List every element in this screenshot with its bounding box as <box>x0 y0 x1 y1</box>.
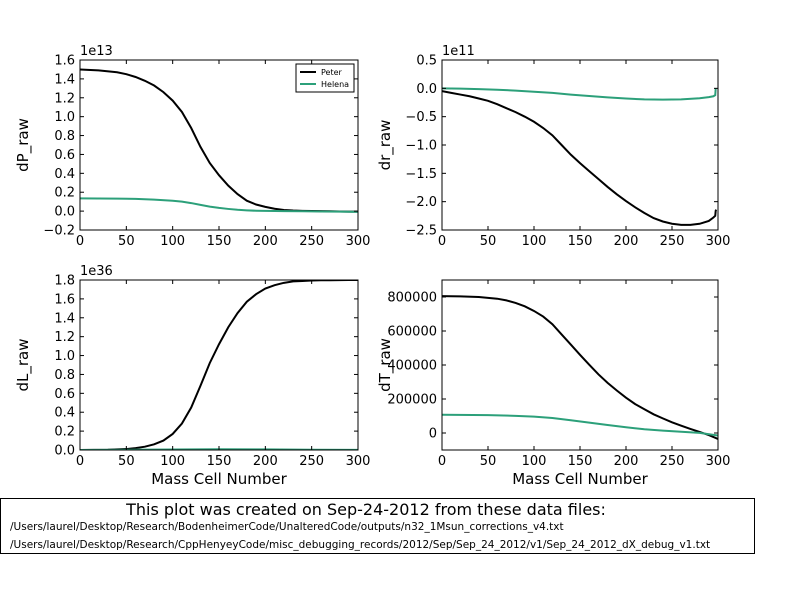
x-tick-label: 150 <box>207 234 232 249</box>
y-tick-label: 0.8 <box>54 368 75 383</box>
y-tick-label: 400000 <box>387 359 437 374</box>
legend-label-peter: Peter <box>321 68 343 77</box>
caption-title: This plot was created on Sep-24-2012 fro… <box>126 500 606 519</box>
x-tick-label: 300 <box>706 234 731 249</box>
x-tick-label: 50 <box>480 454 497 469</box>
legend-label-helena: Helena <box>321 80 349 89</box>
x-tick-label: 300 <box>346 234 371 249</box>
y-tick-label: 600000 <box>387 325 437 340</box>
y-tick-label: 1.6 <box>54 292 75 307</box>
y-tick-label: −1.0 <box>405 139 437 154</box>
y-tick-label: −2.5 <box>405 224 437 239</box>
y-tick-label: 1.6 <box>54 54 75 69</box>
axes-frame <box>441 59 719 231</box>
panel-dr-raw: 0 50 100 150 200 250 300 −2.5 −2.0 −1.5 −1.0 −0.5 0.… <box>376 44 730 249</box>
y-tick-label: −0.5 <box>405 110 437 125</box>
series-line-helena <box>442 87 717 101</box>
y-tick-label: 0.2 <box>54 186 75 201</box>
legend-frame <box>295 63 355 93</box>
x-tick-label: 300 <box>346 454 371 469</box>
x-tick-label: 250 <box>660 454 685 469</box>
x-tick-label: 200 <box>614 454 639 469</box>
x-tick-label: 150 <box>207 454 232 469</box>
x-tick-label: 0 <box>76 454 84 469</box>
series-line-helena <box>80 197 358 213</box>
series-line-peter <box>442 90 718 226</box>
panel-dt-raw: 0 50 100 150 200 250 300 0 200000 400000 600000 800… <box>376 279 731 488</box>
y-tick-label: 1.4 <box>54 72 75 87</box>
y-tick-label: 0.8 <box>54 129 75 144</box>
y-axis-label: dL_raw <box>14 338 33 391</box>
y-axis-label: dr_raw <box>376 120 395 171</box>
series-line-peter <box>80 280 358 450</box>
offset-text: 1e11 <box>442 44 475 59</box>
x-tick-label: 300 <box>706 454 731 469</box>
y-tick-label: 0.2 <box>54 425 75 440</box>
x-tick-label: 50 <box>480 234 497 249</box>
legend: Peter Helena <box>295 63 355 93</box>
y-tick-label: 0.5 <box>416 54 437 69</box>
panel-dp-raw: 0 50 100 150 200 250 300 −0.2 0.0 0.2 0.4 0.6 0.8 1.0… <box>14 44 370 249</box>
x-tick-label: 100 <box>522 454 547 469</box>
y-axis-label: dP_raw <box>14 118 33 172</box>
caption-file-2: /Users/laurel/Desktop/Research/CppHenyey… <box>10 539 711 551</box>
y-tick-label: 1.2 <box>54 91 75 106</box>
y-tick-label: −1.5 <box>405 167 437 182</box>
y-tick-label: 0 <box>429 427 437 442</box>
x-axis-label: Mass Cell Number <box>151 470 287 488</box>
x-tick-label: 0 <box>438 454 446 469</box>
x-tick-label: 250 <box>299 234 324 249</box>
x-tick-label: 150 <box>568 234 593 249</box>
y-tick-label: 1.8 <box>54 274 75 289</box>
x-tick-label: 150 <box>568 454 593 469</box>
x-tick-label: 200 <box>253 234 278 249</box>
panel-dl-raw: 0 50 100 150 200 250 300 0.0 0.2 0.4 0.6 0.8 1.0 1.2 1… <box>14 264 370 488</box>
y-axis-label: dT_raw <box>376 338 395 392</box>
offset-text: 1e36 <box>80 264 113 279</box>
y-tick-label: −0.2 <box>43 224 75 239</box>
x-tick-label: 250 <box>299 454 324 469</box>
caption-box: This plot was created on Sep-24-2012 fro… <box>0 498 755 554</box>
y-tick-label: 200000 <box>387 393 437 408</box>
y-tick-label: 1.2 <box>54 330 75 345</box>
y-tick-label: −2.0 <box>405 195 437 210</box>
x-tick-label: 0 <box>76 234 84 249</box>
y-tick-label: 800000 <box>387 291 437 306</box>
x-tick-label: 100 <box>160 234 185 249</box>
y-tick-label: 0.0 <box>54 205 75 220</box>
x-tick-label: 100 <box>160 454 185 469</box>
axes-frame <box>79 279 359 451</box>
y-tick-label: 0.4 <box>54 167 75 182</box>
x-tick-label: 0 <box>438 234 446 249</box>
y-tick-label: 0.0 <box>416 82 437 97</box>
y-tick-label: 1.4 <box>54 311 75 326</box>
y-tick-label: 1.0 <box>54 349 75 364</box>
series-line-peter <box>442 295 718 440</box>
x-tick-label: 50 <box>118 454 135 469</box>
y-tick-label: 0.0 <box>54 444 75 459</box>
x-tick-label: 200 <box>614 234 639 249</box>
x-tick-label: 250 <box>660 234 685 249</box>
series-line-helena <box>442 413 718 437</box>
offset-text: 1e13 <box>80 44 113 59</box>
y-tick-label: 0.4 <box>54 406 75 421</box>
caption-file-1: /Users/laurel/Desktop/Research/Bodenheim… <box>10 521 564 533</box>
x-axis-label: Mass Cell Number <box>512 470 648 488</box>
y-tick-label: 0.6 <box>54 387 75 402</box>
y-tick-label: 0.6 <box>54 148 75 163</box>
x-tick-label: 200 <box>253 454 278 469</box>
y-tick-label: 1.0 <box>54 110 75 125</box>
x-tick-label: 100 <box>522 234 547 249</box>
x-tick-label: 50 <box>118 234 135 249</box>
